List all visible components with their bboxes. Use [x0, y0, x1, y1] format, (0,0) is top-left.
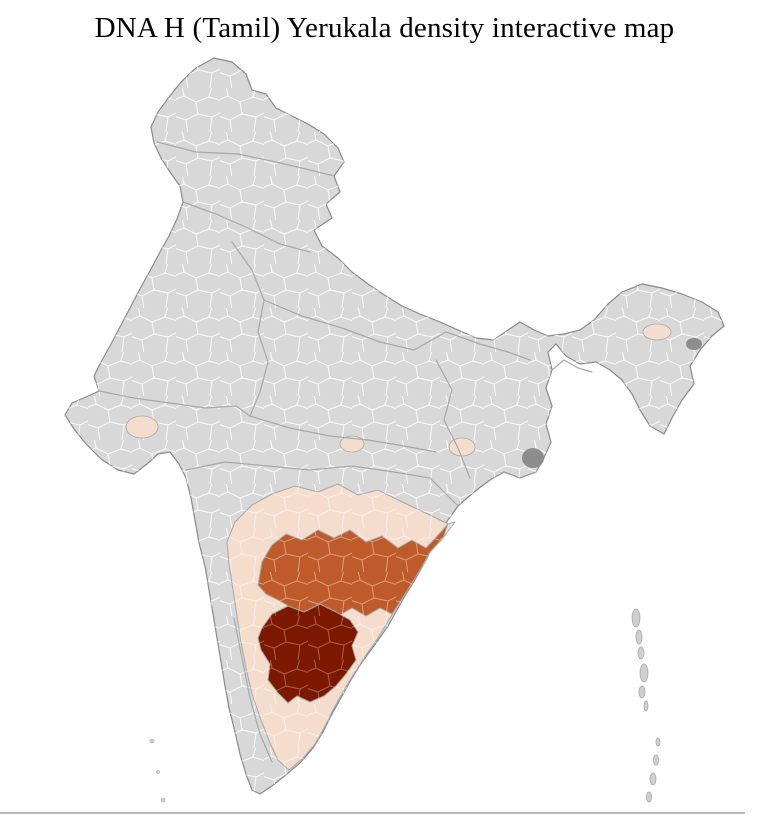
page-title: DNA H (Tamil) Yerukala density interacti…: [94, 12, 675, 44]
district-mesh: [65, 58, 724, 794]
state-border-line: [249, 415, 437, 453]
island[interactable]: [655, 737, 661, 747]
island[interactable]: [637, 646, 645, 660]
state-border-line: [98, 390, 251, 417]
state-border-line: [231, 241, 269, 417]
district-mesh-medium: [258, 524, 448, 616]
island[interactable]: [643, 700, 649, 712]
urban-patch-northeast[interactable]: [686, 338, 702, 350]
low-density-patch-east[interactable]: [448, 437, 476, 457]
low-density-patch-gujarat[interactable]: [125, 415, 159, 439]
island[interactable]: [638, 685, 646, 699]
state-borders: [98, 141, 593, 763]
island[interactable]: [631, 608, 641, 628]
island[interactable]: [653, 754, 659, 766]
urban-patch-kolkata[interactable]: [522, 448, 544, 468]
state-border-line: [156, 141, 335, 177]
state-border-line: [263, 299, 447, 351]
state-border-line: [435, 359, 471, 479]
district-mesh-high: [258, 604, 358, 703]
state-border-line: [445, 331, 531, 361]
low-density-patch-central[interactable]: [339, 435, 365, 453]
island[interactable]: [646, 791, 652, 803]
state-border-line: [551, 359, 593, 373]
island[interactable]: [635, 629, 643, 645]
island[interactable]: [149, 738, 155, 744]
island[interactable]: [156, 770, 160, 774]
state-border-line: [182, 201, 311, 253]
lakshadweep-islands[interactable]: [149, 738, 166, 803]
urban-patches[interactable]: [522, 338, 702, 468]
low-density-patch-northeast[interactable]: [642, 323, 672, 341]
state-border-line: [185, 461, 459, 507]
andaman-nicobar-islands[interactable]: [631, 608, 661, 803]
state-border-line: [233, 617, 273, 763]
island[interactable]: [160, 797, 166, 803]
island[interactable]: [649, 772, 657, 786]
island[interactable]: [639, 663, 649, 683]
